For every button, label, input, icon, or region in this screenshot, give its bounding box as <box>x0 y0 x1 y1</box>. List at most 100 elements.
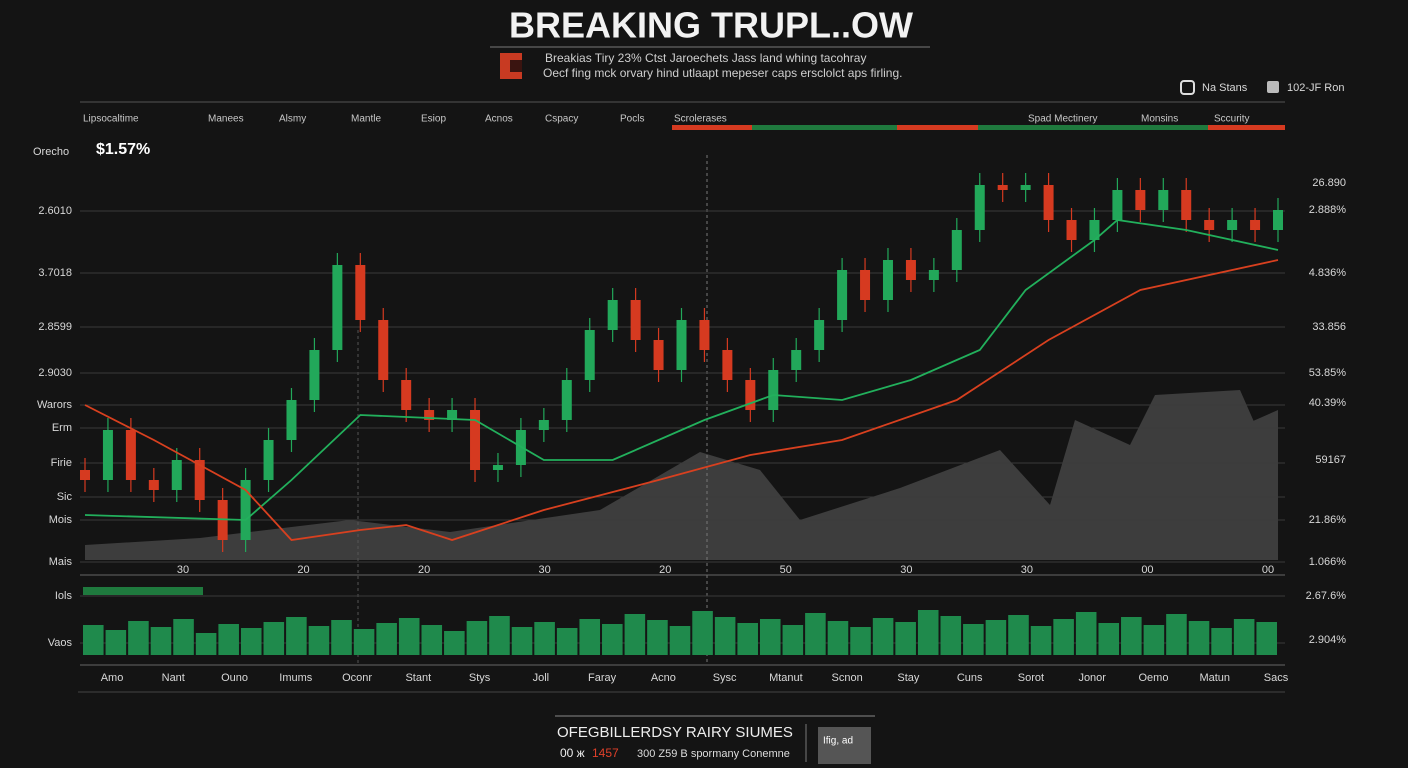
volume-bar <box>1008 615 1029 655</box>
candle-body <box>286 400 297 440</box>
volume-bar <box>195 633 217 655</box>
x-tick-label: 00 <box>1262 564 1274 576</box>
candle-body <box>263 440 274 480</box>
volume-bar <box>105 630 127 655</box>
candle-body <box>424 410 435 420</box>
volume-bar <box>872 618 894 655</box>
volume-bar <box>1053 619 1074 655</box>
candle-body <box>492 465 503 470</box>
candle-body <box>951 230 962 270</box>
candle-body <box>80 470 90 480</box>
candle-body <box>905 260 916 280</box>
candle-body <box>332 265 343 350</box>
x-tick-label: Joll <box>533 672 550 684</box>
candle-body <box>1273 210 1283 230</box>
x-tick-label: Ouno <box>221 672 248 684</box>
candle-body <box>1089 220 1100 240</box>
candle-body <box>1112 190 1123 220</box>
volume-bar <box>466 621 488 655</box>
tab: Manees <box>208 114 244 125</box>
y-tick-label: Sic <box>57 491 73 503</box>
x-tick-label: Stys <box>469 672 491 684</box>
volume-bar <box>805 613 826 655</box>
y2-tick-label: 33.856 <box>1312 321 1346 333</box>
y-tick-label: 2.9030 <box>38 367 72 379</box>
footer-count: 1457 <box>592 746 619 760</box>
volume-bar <box>895 622 916 655</box>
candle-body <box>125 430 136 480</box>
candle-body <box>538 420 549 430</box>
tab-indicator <box>752 125 897 130</box>
candle-body <box>401 380 412 410</box>
candle-body <box>378 320 389 380</box>
x-tick-label: 00 <box>1141 564 1153 576</box>
volume-bar <box>827 621 849 655</box>
volume-bar <box>1075 612 1097 655</box>
volume-bar <box>128 621 149 655</box>
x-tick-label: Scnon <box>832 672 863 684</box>
x-tick-label: 30 <box>1021 564 1033 576</box>
toggle-icon[interactable] <box>1180 80 1195 95</box>
candle-body <box>1020 185 1031 190</box>
x-tick-label: Oconr <box>342 672 372 684</box>
y-tick-label: 3.7018 <box>38 267 72 279</box>
candle-body <box>1181 190 1192 220</box>
candle-body <box>699 320 710 350</box>
volume-bar <box>963 624 984 655</box>
y2-tick-label: 2.904% <box>1309 634 1347 646</box>
y-tick-label: Iols <box>55 590 73 602</box>
x-tick-label: Stant <box>405 672 431 684</box>
tab: Cspacy <box>545 114 578 125</box>
toggle-icon[interactable] <box>1267 81 1279 93</box>
y-tick-label: Erm <box>52 422 72 434</box>
price: $1.57% <box>96 141 150 158</box>
volume-bar <box>421 625 443 655</box>
x-tick-label: Stay <box>897 672 920 684</box>
y2-tick-label: 4.836% <box>1309 267 1347 279</box>
volume-bar <box>173 619 194 655</box>
volume-bar <box>624 614 646 655</box>
volume-bar <box>782 625 804 655</box>
tab-indicator <box>897 125 978 130</box>
x-tick-label: Sorot <box>1018 672 1044 684</box>
x-tick-label: Faray <box>588 672 617 684</box>
y2-tick-label: 2.67.6% <box>1306 590 1347 602</box>
volume-bar <box>83 625 104 655</box>
volume-bar <box>286 617 307 655</box>
candle-body <box>1227 220 1238 230</box>
footer-count-prefix: 00 ж <box>560 746 585 760</box>
volume-bar <box>353 629 375 655</box>
volume-bar <box>150 627 172 655</box>
candle-body <box>309 350 320 400</box>
volume-bar <box>263 622 285 655</box>
tab: Monsins <box>1141 114 1178 125</box>
candle-body <box>974 185 985 230</box>
x-tick-label: 50 <box>780 564 792 576</box>
toggle[interactable]: Na Stans <box>1202 82 1248 94</box>
volume-bar <box>737 623 758 655</box>
candle-body <box>882 260 893 300</box>
candle-body <box>447 410 458 420</box>
volume-bar <box>1188 621 1210 655</box>
toggle[interactable]: 102-JF Ron <box>1287 82 1344 94</box>
badge-text: Ifig, ad <box>823 736 853 747</box>
tabs: Lipsocaltime Manees Alsmy Mantle Esiop Acnos C… <box>83 114 1250 125</box>
candle-body <box>561 380 572 420</box>
subtitle: Oecf fing mck orvary hind utlaapt mepese… <box>543 66 902 80</box>
x-tick-label: 30 <box>539 564 551 576</box>
volume-bar <box>1143 625 1165 655</box>
y-tick-label: Mois <box>49 514 73 526</box>
candle-body <box>722 350 733 380</box>
volume-bar <box>1256 622 1277 655</box>
tab: Esiop <box>421 114 446 125</box>
y-tick-label: 2.6010 <box>38 205 72 217</box>
candle-body <box>676 320 687 370</box>
y-tick-label: 2.8599 <box>38 321 72 333</box>
volume-bar <box>534 622 555 655</box>
volume-profile <box>85 390 1278 560</box>
candle-body <box>1204 220 1215 230</box>
volume-bar <box>240 628 262 655</box>
volume-bar <box>489 616 510 655</box>
subtitle: Breakias Tiry 23% Ctst Jaroechets Jass l… <box>545 51 866 65</box>
candle-body <box>653 340 664 370</box>
